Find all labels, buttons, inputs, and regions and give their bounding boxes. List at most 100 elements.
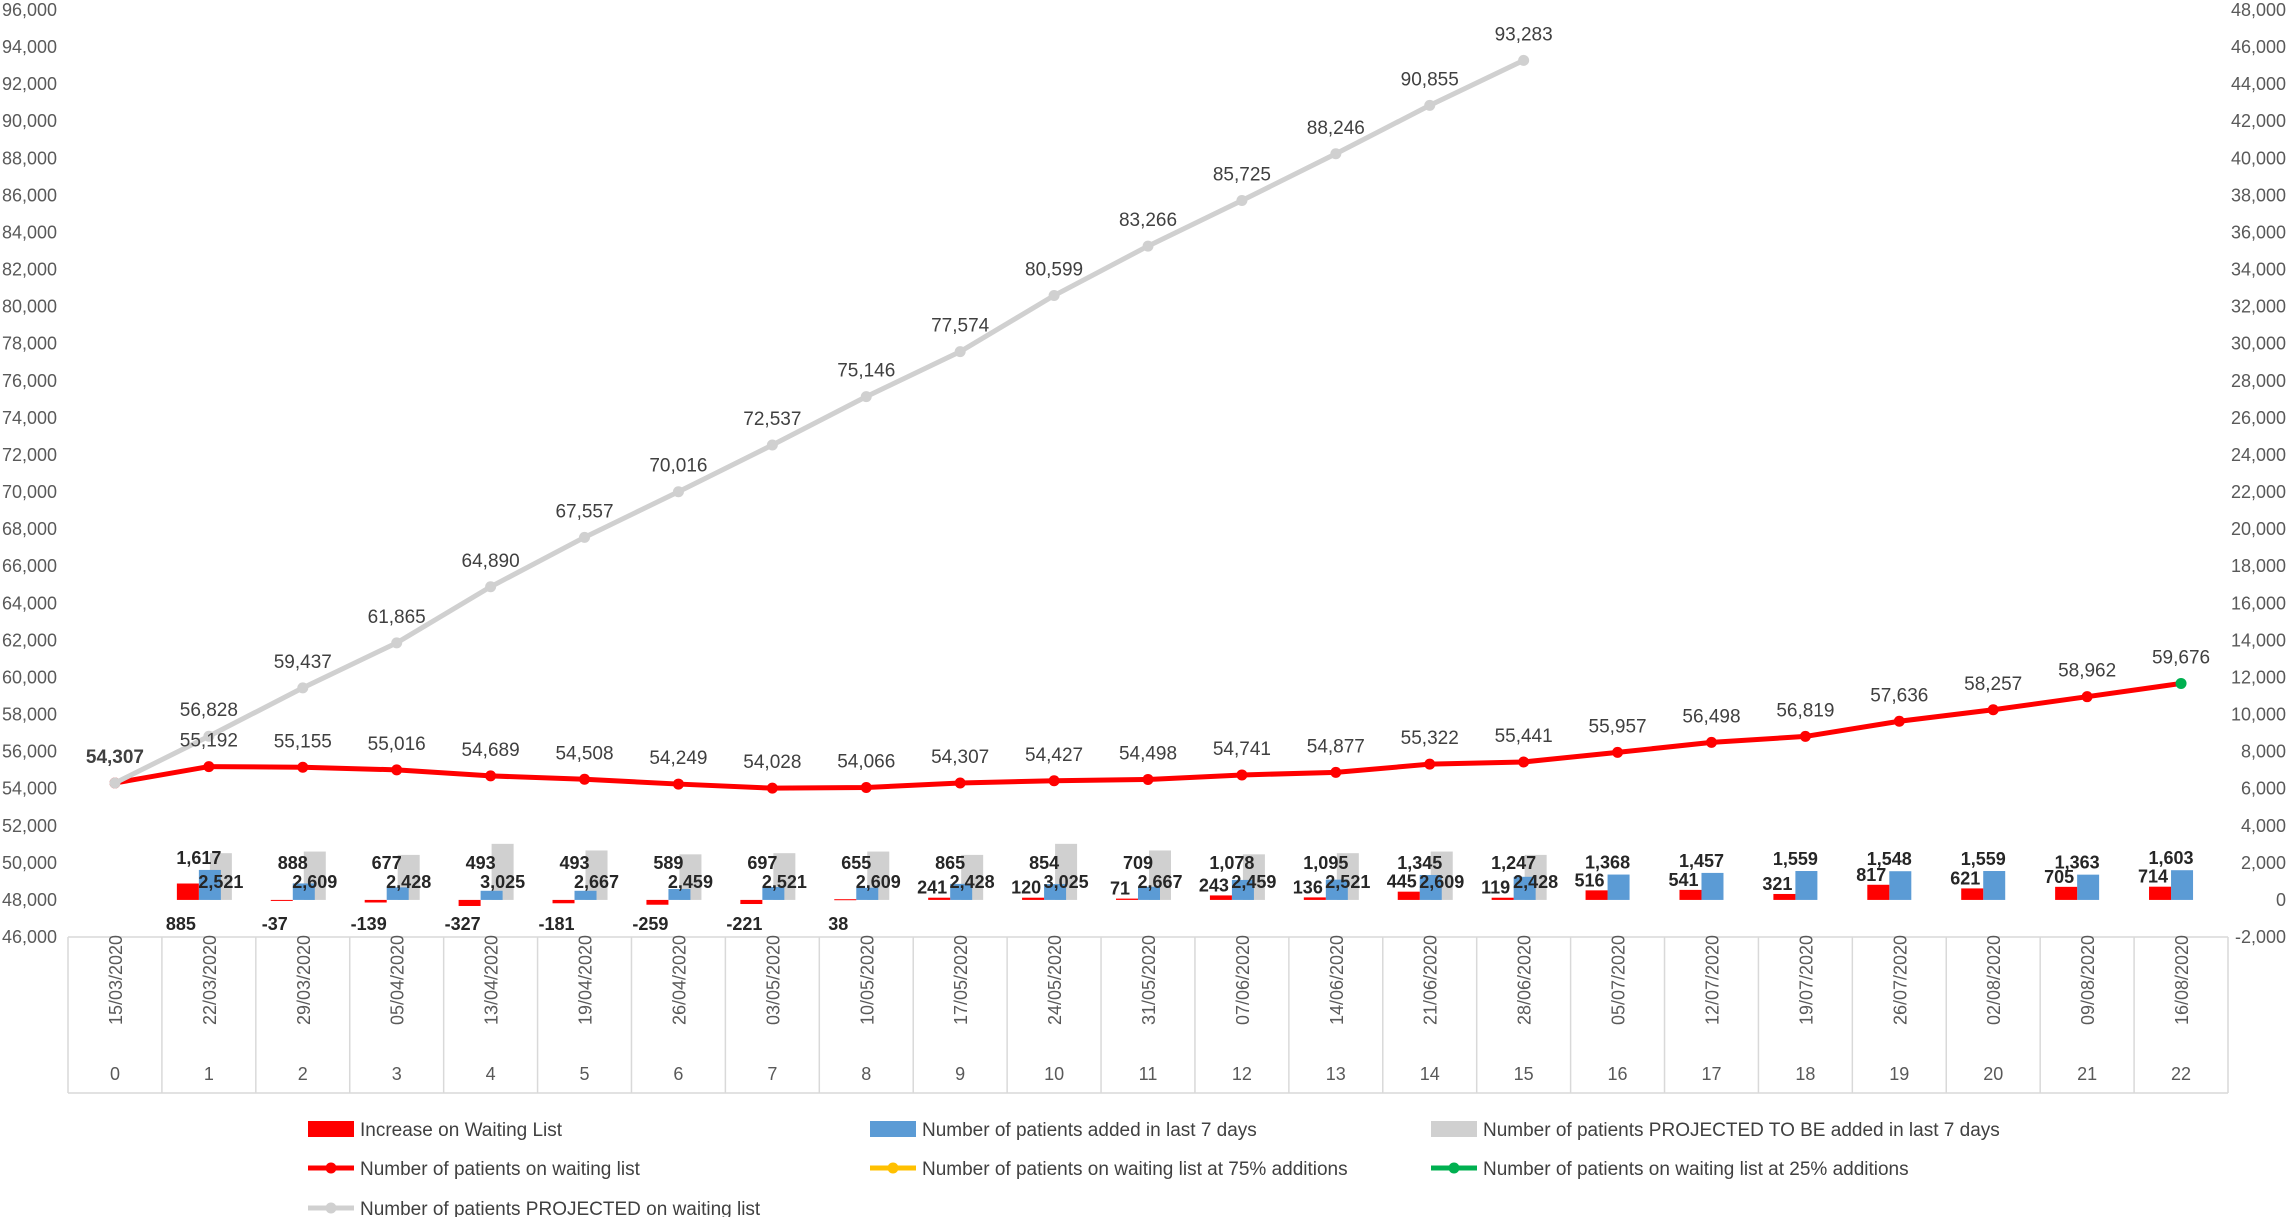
increase-bar: [1303, 897, 1326, 900]
data-labels: 54,307 55,192 55,155 55,016 54,689 54,508 54,2…: [86, 24, 2210, 934]
x-tick-label-date: 19/04/2020: [576, 935, 596, 1025]
x-tick-label-week: 8: [861, 1064, 871, 1084]
x-tick-label-date: 05/07/2020: [1609, 935, 1629, 1025]
left-axis-tick-label: 66,000: [2, 556, 57, 576]
right-axis-tick-label: 44,000: [2231, 74, 2286, 94]
increase-bar-label: -181: [539, 914, 575, 934]
x-tick-label-date: 26/07/2020: [1890, 935, 1910, 1025]
legend-swatch: [308, 1121, 354, 1137]
increase-bar-label: 136: [1293, 877, 1323, 897]
waiting-list-point: [203, 761, 215, 773]
projected-added-bar-label: 2,667: [1137, 872, 1182, 892]
projected-added-bar: [585, 850, 608, 900]
x-tick-label-date: 09/08/2020: [2078, 935, 2098, 1025]
legend-item: Number of patients added in last 7 days: [870, 1120, 1257, 1141]
added-bar-label: 888: [278, 853, 308, 873]
x-tick-label-date: 07/06/2020: [1233, 935, 1253, 1025]
added-bar: [1889, 871, 1912, 900]
legend-label: Number of patients added in last 7 days: [922, 1120, 1257, 1141]
right-axis-tick-label: 18,000: [2231, 556, 2286, 576]
projected-waiting-list-label: 67,557: [555, 501, 613, 522]
projected-point: [672, 486, 684, 498]
waiting-list-label: 59,676: [2152, 647, 2210, 668]
added-bar-label: 493: [466, 853, 496, 873]
waiting-list-point: [672, 778, 684, 790]
x-tick-label-date: 13/04/2020: [482, 935, 502, 1025]
legend-label: Number of patients PROJECTED on waiting …: [360, 1199, 761, 1217]
waiting-list-label: 55,016: [368, 734, 426, 755]
waiting-list-label: 54,307: [86, 747, 144, 768]
added-bar: [2171, 870, 2194, 900]
added-bar: [762, 886, 785, 900]
legend-item: Increase on Waiting List: [308, 1120, 563, 1141]
added-bar: [1419, 874, 1442, 900]
increase-bar-label: -327: [445, 914, 481, 934]
legend-marker: [887, 1162, 899, 1174]
added-bar: [1231, 879, 1254, 900]
waiting-list-label: 54,498: [1119, 743, 1177, 764]
projected-point: [203, 730, 215, 742]
right-axis-tick-label: 12,000: [2231, 667, 2286, 687]
right-axis-tick-label: 30,000: [2231, 334, 2286, 354]
x-tick-label-week: 6: [673, 1064, 683, 1084]
left-axis-tick-label: 70,000: [2, 482, 57, 502]
projected-waiting-list-label: 85,725: [1213, 164, 1271, 185]
x-tick-label-week: 9: [955, 1064, 965, 1084]
projected-added-bar-label: 2,521: [762, 872, 807, 892]
added-bar-label: 1,559: [1961, 849, 2006, 869]
left-axis-tick-label: 72,000: [2, 445, 57, 465]
increase-bar: [1961, 888, 1984, 900]
left-axis-tick-label: 80,000: [2, 297, 57, 317]
x-tick-label-date: 10/05/2020: [857, 935, 877, 1025]
right-axis-tick-label: 36,000: [2231, 222, 2286, 242]
increase-bar-label: -37: [262, 914, 288, 934]
waiting-list-label: 55,957: [1589, 716, 1647, 737]
left-axis-tick-label: 68,000: [2, 519, 57, 539]
x-tick-label-date: 03/05/2020: [763, 935, 783, 1025]
waiting-list-label: 55,441: [1495, 726, 1553, 747]
added-bar-label: 589: [653, 853, 683, 873]
increase-bar: [1867, 884, 1890, 900]
x-tick-label-week: 22: [2171, 1064, 2191, 1084]
axes: 46,00048,00050,00052,00054,00056,00058,0…: [2, 0, 2286, 1094]
right-axis-tick-label: 0: [2276, 890, 2286, 910]
waiting-list-label: 54,877: [1307, 736, 1365, 757]
x-tick-label-date: 24/05/2020: [1045, 935, 1065, 1025]
x-tick-label-date: 17/05/2020: [951, 935, 971, 1025]
waiting-list-label: 54,427: [1025, 745, 1083, 766]
waiting-list-point: [1518, 756, 1530, 768]
line-series: [109, 54, 2187, 794]
increase-bar: [1116, 898, 1138, 900]
projected-added-bar-label: 2,521: [1325, 872, 1370, 892]
waiting-list-point: [1142, 773, 1154, 785]
added-bar-label: 854: [1029, 853, 1059, 873]
x-tick-label-date: 31/05/2020: [1139, 935, 1159, 1025]
projected-point: [1424, 99, 1436, 111]
legend-label: Number of patients PROJECTED TO BE added…: [1483, 1120, 2000, 1141]
x-tick-label-week: 5: [580, 1064, 590, 1084]
left-axis-tick-label: 54,000: [2, 779, 57, 799]
increase-bar: [1585, 890, 1608, 900]
waiting-list-point: [1424, 758, 1436, 770]
increase-bar: [740, 899, 763, 905]
increase-bar-label: 445: [1387, 872, 1417, 892]
added-bar: [1701, 872, 1724, 900]
left-axis-tick-label: 46,000: [2, 927, 57, 947]
projected-waiting-list-label: 56,828: [180, 700, 238, 721]
increase-bar-label: 38: [828, 914, 848, 934]
projected-added-bar-label: 2,428: [1513, 872, 1558, 892]
x-tick-label-week: 10: [1044, 1064, 1064, 1084]
right-axis-tick-label: 22,000: [2231, 482, 2286, 502]
added-bar: [480, 890, 503, 900]
waiting-list-label: 54,741: [1213, 739, 1271, 760]
projected-added-bar-label: 2,609: [1419, 872, 1464, 892]
waiting-list-point: [1236, 769, 1248, 781]
x-tick-label-week: 21: [2077, 1064, 2097, 1084]
added-bar: [1513, 876, 1536, 900]
bar-series: [176, 843, 2194, 906]
added-bar: [1607, 874, 1630, 900]
legend-label: Increase on Waiting List: [360, 1120, 563, 1141]
added-bar-label: 865: [935, 853, 965, 873]
right-axis-tick-label: 4,000: [2241, 816, 2286, 836]
